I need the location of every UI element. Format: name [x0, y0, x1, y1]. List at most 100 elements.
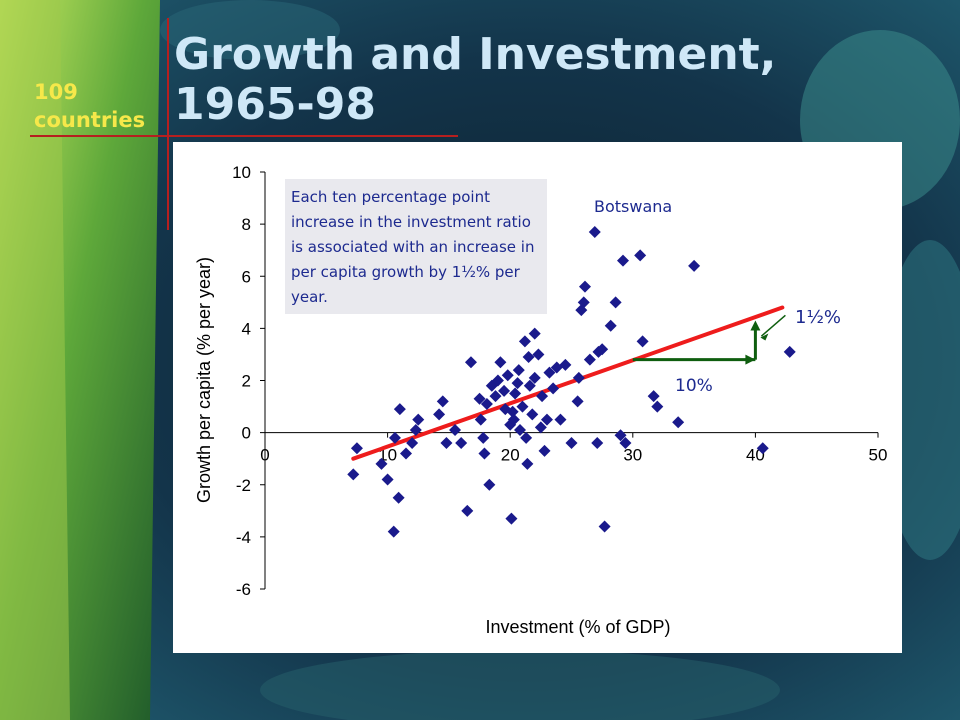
data-point — [554, 413, 567, 426]
data-point — [636, 335, 649, 348]
data-point — [532, 348, 545, 361]
y-tick-label: 8 — [242, 215, 251, 234]
data-point — [572, 371, 585, 384]
data-point — [511, 377, 524, 390]
data-point — [409, 424, 422, 437]
data-point — [559, 358, 572, 371]
title-divider-horizontal — [30, 135, 458, 137]
y-axis-title: Growth per capita (% per year) — [194, 257, 214, 503]
y-tick-label: -6 — [236, 580, 251, 599]
data-point — [392, 491, 405, 504]
data-point — [518, 335, 531, 348]
data-point — [523, 379, 536, 392]
rise-pointer — [760, 314, 786, 337]
data-point — [480, 397, 493, 410]
data-point — [526, 408, 539, 421]
data-point — [616, 254, 629, 267]
data-point — [461, 504, 474, 517]
data-point — [509, 387, 522, 400]
y-tick-label: 0 — [242, 424, 251, 443]
y-tick-label: 10 — [232, 163, 251, 182]
data-point — [387, 525, 400, 538]
data-point — [505, 512, 518, 525]
data-point — [412, 413, 425, 426]
x-tick-label: 20 — [501, 446, 520, 465]
data-point — [436, 395, 449, 408]
data-point — [507, 413, 520, 426]
subtitle-label: countries — [34, 108, 146, 132]
subtitle-count: 109 — [34, 80, 78, 104]
data-point — [783, 345, 796, 358]
slope-arrows — [632, 314, 786, 365]
data-point — [536, 390, 549, 403]
slide-title-line-2: 1965-98 — [174, 79, 376, 130]
botswana-label: Botswana — [594, 197, 673, 216]
data-point — [433, 408, 446, 421]
data-point — [522, 351, 535, 364]
data-point — [577, 296, 590, 309]
data-point — [375, 457, 388, 470]
data-point — [406, 437, 419, 450]
data-point — [388, 431, 401, 444]
chart-panel: -6 -4 -2 0 2 4 6 8 10 0 10 20 30 40 50 Investment (% o… — [173, 142, 902, 653]
data-point — [534, 421, 547, 434]
data-point — [489, 390, 502, 403]
y-tick-label: 6 — [242, 267, 251, 286]
data-point — [350, 442, 363, 455]
data-point — [591, 437, 604, 450]
data-point — [528, 371, 541, 384]
data-point — [393, 403, 406, 416]
data-point — [506, 405, 519, 418]
data-point — [464, 356, 477, 369]
data-point — [494, 356, 507, 369]
data-point — [619, 437, 632, 450]
x-axis-title: Investment (% of GDP) — [485, 617, 670, 637]
data-point — [634, 249, 647, 262]
data-point — [491, 374, 504, 387]
data-point — [583, 353, 596, 366]
y-tick-label: 4 — [242, 319, 251, 338]
data-point — [540, 413, 553, 426]
data-point — [521, 457, 534, 470]
data-point — [501, 369, 514, 382]
rise-arrow-head — [750, 320, 761, 331]
annotation-box: Each ten percentage point increase in th… — [285, 179, 547, 314]
data-point — [578, 280, 591, 293]
data-point — [592, 345, 605, 358]
data-point — [571, 395, 584, 408]
trend-line — [351, 305, 785, 461]
data-point — [538, 444, 551, 457]
run-arrow-head — [745, 354, 756, 365]
data-point — [647, 390, 660, 403]
rise-label: 1½% — [795, 307, 842, 328]
data-point — [609, 296, 622, 309]
y-tick-label: -4 — [236, 528, 251, 547]
slide-title: Growth and Investment, 1965-98 — [174, 30, 874, 130]
data-point — [477, 431, 490, 444]
data-point — [514, 424, 527, 437]
data-point — [347, 468, 360, 481]
title-divider-vertical — [167, 18, 169, 230]
data-point — [688, 259, 701, 272]
trend-line-group — [351, 305, 785, 461]
data-point — [528, 327, 541, 340]
data-point — [588, 225, 601, 238]
data-point — [520, 431, 533, 444]
data-point — [498, 384, 511, 397]
rise-pointer-head — [760, 333, 769, 341]
data-point — [381, 473, 394, 486]
data-points — [347, 225, 796, 538]
data-point — [474, 413, 487, 426]
data-point — [473, 392, 486, 405]
y-tick-label: 2 — [242, 372, 251, 391]
data-point — [672, 416, 685, 429]
data-point — [756, 442, 769, 455]
x-tick-label: 0 — [260, 446, 269, 465]
data-point — [614, 429, 627, 442]
data-point — [483, 478, 496, 491]
run-label: 10% — [675, 376, 713, 396]
data-point — [478, 447, 491, 460]
data-point — [651, 400, 664, 413]
